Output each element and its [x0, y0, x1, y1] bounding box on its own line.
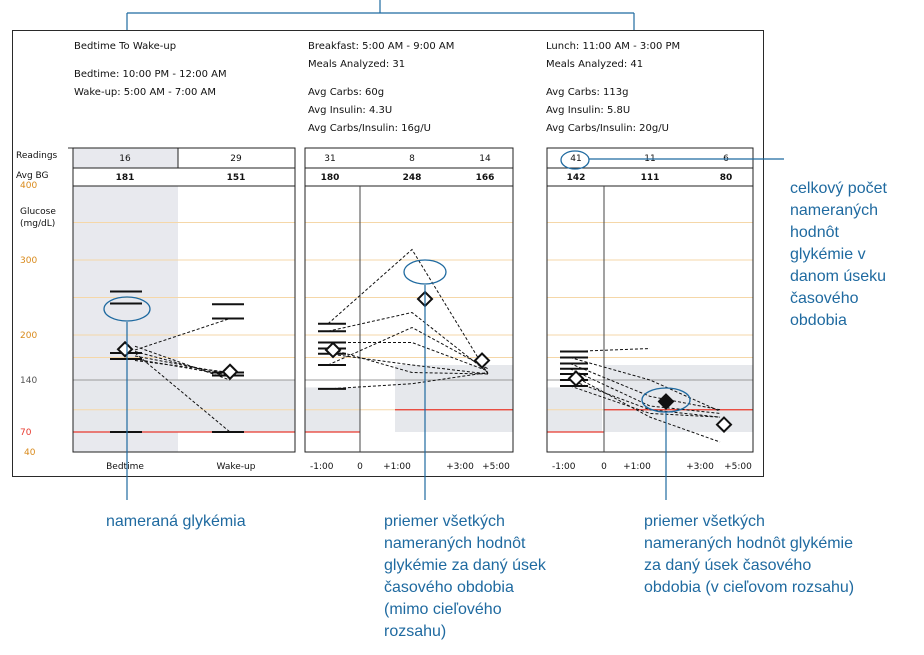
- x-tick-label: +5:00: [724, 462, 752, 472]
- y-axis-unit: (mg/dL): [20, 219, 55, 229]
- avg-bg-value: 80: [720, 173, 733, 183]
- avg-bg-value: 181: [116, 173, 135, 183]
- callout-line: priemer všetkých: [384, 511, 546, 533]
- callout-line: glykémie za daný úsek: [384, 555, 546, 577]
- x-tick-label: +1:00: [383, 462, 411, 472]
- callout-line: obdobia: [790, 310, 887, 332]
- target-range-band: [395, 365, 513, 432]
- readings-value: 16: [119, 154, 131, 164]
- readings-value: 41: [570, 154, 581, 164]
- avg-bg-value: 151: [227, 173, 246, 183]
- target-range-band: [73, 380, 295, 432]
- callout-line: nameraných hodnôt: [384, 533, 546, 555]
- avg-bg-value: 111: [641, 173, 660, 183]
- highlight-average-outside: [404, 260, 446, 284]
- x-tick-label: -1:00: [310, 462, 334, 472]
- target-range-band: [604, 365, 753, 432]
- callout-line: za daný úsek časového: [644, 555, 854, 577]
- callout-line: (mimo cieľového: [384, 599, 546, 621]
- callout-line: nameraných: [790, 200, 887, 222]
- reading-line: [328, 328, 488, 369]
- y-tick-label: 400: [20, 181, 37, 191]
- x-tick-label: +3:00: [686, 462, 714, 472]
- x-tick-label: +5:00: [482, 462, 510, 472]
- avg-bg-value: 166: [476, 173, 495, 183]
- x-tick-label: 0: [357, 462, 363, 472]
- y-tick-label: 40: [24, 448, 36, 458]
- callout-line: nameraná glykémia: [106, 511, 246, 533]
- readings-value: 31: [324, 154, 335, 164]
- readings-value: 8: [409, 154, 415, 164]
- x-tick-label: +3:00: [446, 462, 474, 472]
- callout-measured-glucose: nameraná glykémia: [106, 511, 246, 533]
- y-axis-label: Glucose: [20, 207, 56, 217]
- callout-line: rozsahu): [384, 621, 546, 643]
- callout-line: časového: [790, 288, 887, 310]
- readings-label: Readings: [16, 151, 58, 161]
- callout-line: danom úseku: [790, 266, 887, 288]
- callout-line: glykémie v: [790, 244, 887, 266]
- avg-bg-label: Avg BG: [16, 171, 49, 181]
- average-diamond: [326, 343, 340, 357]
- callout-line: priemer všetkých: [644, 511, 854, 533]
- y-tick-label: 140: [20, 376, 37, 386]
- callout-line: nameraných hodnôt glykémie: [644, 533, 854, 555]
- avg-bg-row: [73, 168, 295, 186]
- callout-line: obdobia (v cieľovom rozsahu): [644, 577, 854, 599]
- x-tick-label: Bedtime: [106, 462, 144, 472]
- callout-average-inside: priemer všetkých nameraných hodnôt glykém…: [644, 511, 854, 599]
- y-tick-label: 200: [20, 331, 37, 341]
- y-tick-label: 70: [20, 428, 32, 438]
- x-tick-label: 0: [601, 462, 607, 472]
- x-tick-label: Wake-up: [217, 462, 256, 472]
- avg-bg-value: 248: [403, 173, 422, 183]
- callout-line: celkový počet: [790, 178, 887, 200]
- readings-value: 14: [479, 154, 491, 164]
- x-tick-label: +1:00: [623, 462, 651, 472]
- avg-bg-value: 142: [567, 173, 586, 183]
- x-tick-label: -1:00: [552, 462, 576, 472]
- avg-bg-value: 180: [321, 173, 340, 183]
- callout-total-readings: celkový počet nameraných hodnôt glykémie v d…: [790, 178, 887, 332]
- average-diamond: [223, 365, 237, 379]
- callout-average-outside: priemer všetkých nameraných hodnôt glykémi…: [384, 511, 546, 643]
- callout-line: hodnôt: [790, 222, 887, 244]
- y-tick-label: 300: [20, 256, 37, 266]
- readings-value: 29: [230, 154, 242, 164]
- callout-line: časového obdobia: [384, 577, 546, 599]
